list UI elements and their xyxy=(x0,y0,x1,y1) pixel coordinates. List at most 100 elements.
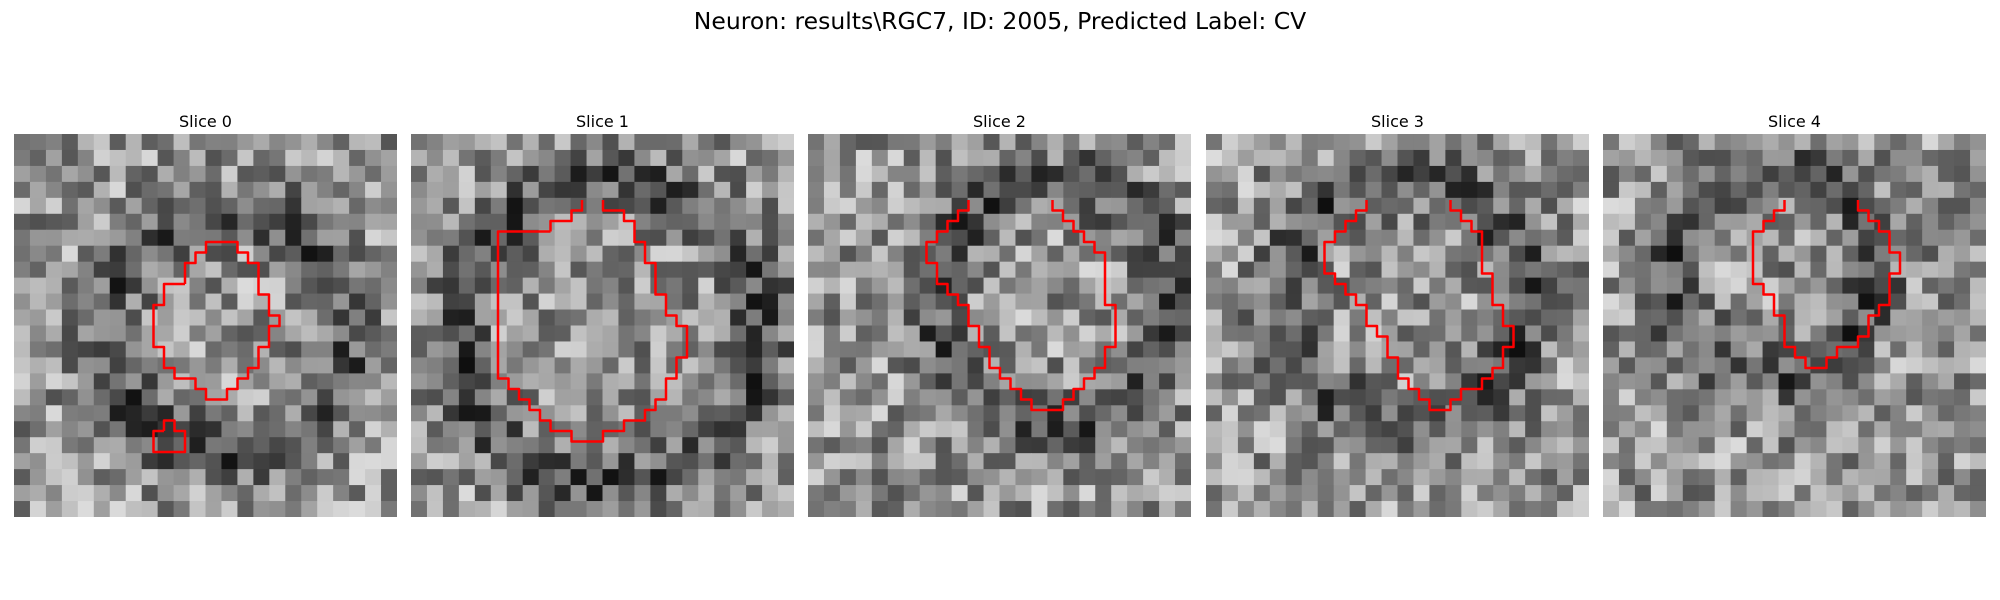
pixel xyxy=(919,277,937,295)
pixel xyxy=(935,293,953,311)
pixel xyxy=(1842,245,1859,263)
pixel xyxy=(29,149,47,167)
pixel xyxy=(141,405,159,422)
pixel xyxy=(1413,357,1431,374)
pixel xyxy=(570,485,588,502)
pixel xyxy=(1143,213,1160,231)
pixel xyxy=(458,149,476,167)
pixel xyxy=(1063,261,1080,279)
pixel xyxy=(762,277,779,295)
pixel xyxy=(1746,357,1764,374)
pixel xyxy=(1634,485,1652,502)
pixel xyxy=(205,421,223,438)
pixel xyxy=(1047,245,1064,263)
pixel xyxy=(285,421,302,438)
pixel xyxy=(221,325,239,343)
pixel xyxy=(125,501,143,517)
pixel xyxy=(365,485,382,502)
pixel xyxy=(570,341,588,359)
pixel xyxy=(349,309,366,327)
pixel xyxy=(1047,389,1064,406)
pixel xyxy=(253,453,270,470)
pixel xyxy=(411,389,428,406)
pixel xyxy=(1603,357,1620,374)
pixel xyxy=(1618,309,1636,327)
pixel xyxy=(506,437,524,454)
pixel xyxy=(1015,197,1033,215)
pixel xyxy=(349,341,366,359)
pixel xyxy=(666,501,683,517)
pixel xyxy=(650,485,667,502)
pixel xyxy=(1794,197,1812,215)
pixel xyxy=(1714,357,1732,374)
pixel xyxy=(1810,389,1828,406)
pixel xyxy=(808,134,825,151)
pixel xyxy=(714,181,731,199)
pixel xyxy=(762,293,779,311)
pixel xyxy=(951,197,969,215)
pixel xyxy=(522,325,540,343)
pixel xyxy=(1269,373,1287,390)
pixel xyxy=(1826,485,1843,502)
pixel xyxy=(1890,165,1907,183)
pixel xyxy=(93,501,111,517)
pixel xyxy=(269,309,286,327)
pixel xyxy=(714,309,731,327)
pixel xyxy=(285,341,302,359)
pixel xyxy=(221,149,239,167)
pixel xyxy=(650,293,667,311)
pixel xyxy=(1794,389,1812,406)
pixel xyxy=(1175,293,1191,311)
pixel xyxy=(109,293,127,311)
pixel xyxy=(1666,357,1684,374)
pixel xyxy=(1730,357,1748,374)
pixel xyxy=(666,389,683,406)
pixel xyxy=(490,149,508,167)
pixel xyxy=(1666,213,1684,231)
pixel xyxy=(1349,405,1367,422)
pixel xyxy=(426,134,444,151)
pixel xyxy=(157,485,175,502)
pixel xyxy=(411,325,428,343)
pixel xyxy=(903,309,921,327)
pixel xyxy=(682,213,699,231)
pixel xyxy=(1650,341,1668,359)
pixel xyxy=(1269,245,1287,263)
pixel xyxy=(221,181,239,199)
pixel xyxy=(634,437,651,454)
pixel xyxy=(1477,437,1494,454)
pixel xyxy=(1111,197,1128,215)
pixel xyxy=(778,213,794,231)
pixel xyxy=(714,293,731,311)
pixel xyxy=(442,293,460,311)
pixel xyxy=(1509,453,1526,470)
pixel xyxy=(1079,437,1096,454)
pixel xyxy=(1477,485,1494,502)
pixel xyxy=(1237,134,1255,151)
pixel xyxy=(1666,501,1684,517)
pixel xyxy=(1413,181,1431,199)
pixel xyxy=(887,245,905,263)
pixel xyxy=(317,197,334,215)
pixel xyxy=(871,357,889,374)
pixel xyxy=(333,485,350,502)
pixel xyxy=(1541,277,1558,295)
pixel xyxy=(808,261,825,279)
pixel xyxy=(109,197,127,215)
pixel xyxy=(1461,309,1478,327)
pixel xyxy=(173,325,191,343)
pixel xyxy=(189,485,207,502)
pixel xyxy=(1079,309,1096,327)
pixel xyxy=(77,421,95,438)
pixel xyxy=(1557,245,1574,263)
pixel xyxy=(682,325,699,343)
pixel xyxy=(1333,485,1351,502)
pixel xyxy=(714,229,731,247)
pixel xyxy=(1634,134,1652,151)
pixel xyxy=(634,453,651,470)
pixel xyxy=(586,485,604,502)
pixel xyxy=(808,181,825,199)
pixel xyxy=(1445,421,1462,438)
pixel xyxy=(411,341,428,359)
pixel xyxy=(1541,453,1558,470)
